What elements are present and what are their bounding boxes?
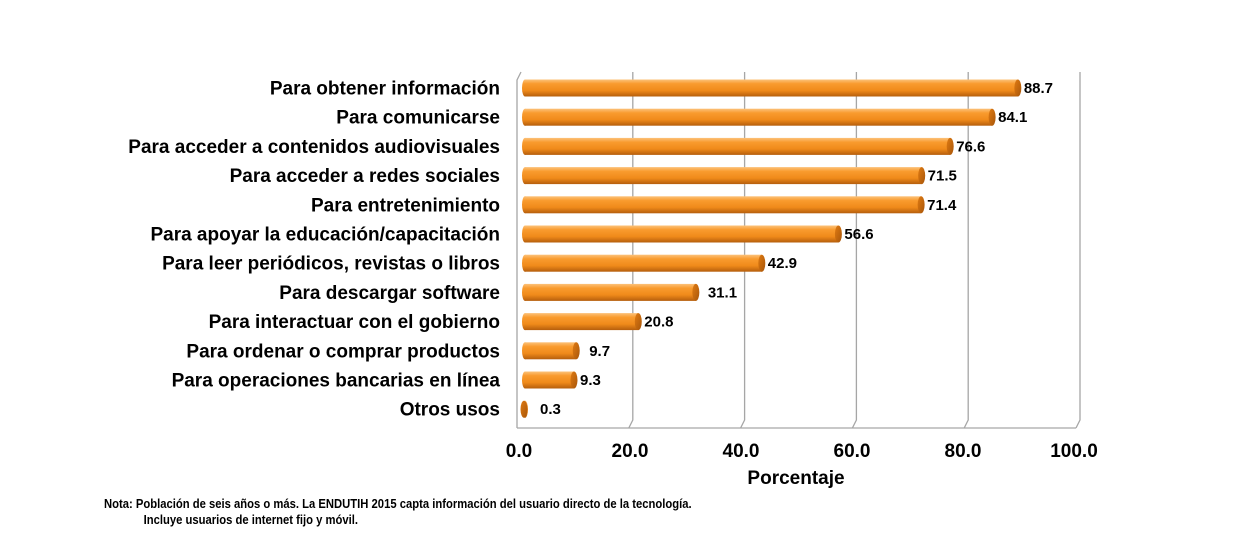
bar [522,196,925,214]
gridlines [516,71,1081,429]
category-label: Para acceder a redes sociales [230,166,500,187]
category-label: Para obtener información [270,79,500,100]
bar-end-cap [634,313,642,331]
x-tick-labels: 0.0 20.0 40.0 60.0 80.0 100.0 [506,441,1098,462]
bar-body [525,137,951,155]
bar-body [525,342,577,360]
bar-end-cap [988,108,996,126]
left-wall [516,71,522,428]
bar [522,342,580,360]
bar-end-cap [520,400,528,418]
bar [522,254,766,272]
bar [522,283,700,301]
bar-end-cap [758,254,766,272]
bar-body [525,167,922,185]
footnote-line-1: Nota: Población de seis años o más. La E… [104,497,692,511]
category-label: Para interactuar con el gobierno [209,312,500,333]
bar-body [525,196,922,214]
value-label: 71.5 [928,168,957,185]
gridline [740,72,746,429]
category-label: Para operaciones bancarias en línea [172,371,501,392]
bar-end-cap [834,225,842,243]
bar-body [525,225,839,243]
x-axis-title: Porcentaje [747,468,844,489]
bar [520,400,528,418]
bar-body [525,108,993,126]
x-tick-label: 80.0 [945,441,982,462]
category-label: Para acceder a contenidos audiovisuales [128,137,500,158]
x-tick-label: 40.0 [723,441,760,462]
bar-end-cap [917,196,925,214]
value-labels: 88.7 84.1 76.6 71.5 71.4 56.6 42.9 31.1 20.8 9.7 9… [540,80,1053,418]
bar-body [525,283,696,301]
value-label: 76.6 [956,138,985,155]
footnote-line-2: Incluye usuarios de internet fijo y móvi… [143,513,359,527]
bar [522,225,842,243]
value-label: 71.4 [927,197,957,214]
bar-body [525,313,639,331]
category-label: Otros usos [400,400,500,421]
value-label: 84.1 [998,109,1027,126]
value-label: 88.7 [1024,80,1053,97]
bars [520,79,1022,418]
bar-body [525,254,762,272]
x-tick-label: 20.0 [612,441,649,462]
bar [522,108,996,126]
bar [522,79,1022,97]
bar-end-cap [570,371,578,389]
bar [522,313,642,331]
category-label: Para ordenar o comprar productos [186,341,500,362]
bar-end-cap [572,342,580,360]
bar-body [525,79,1018,97]
category-label: Para entretenimiento [311,195,500,216]
x-tick-label: 100.0 [1050,441,1098,462]
gridline [628,72,634,429]
value-label: 9.3 [580,372,601,389]
category-label: Para apoyar la educación/capacitación [150,225,500,246]
x-tick-label: 60.0 [834,441,871,462]
value-label: 20.8 [644,314,673,331]
value-label: 42.9 [768,255,797,272]
bar-body [525,371,574,389]
value-label: 0.3 [540,401,561,418]
value-label: 31.1 [708,284,737,301]
bar [522,167,926,185]
value-label: 56.6 [844,226,873,243]
gridline [1075,72,1081,429]
category-label: Para descargar software [279,283,500,304]
footnote: Nota: Población de seis años o más. La E… [104,496,692,528]
bar-end-cap [692,283,700,301]
category-labels: Para obtener información Para comunicarse… [128,79,500,421]
x-tick-label: 0.0 [506,441,532,462]
bar-end-cap [918,167,926,185]
bar-end-cap [1014,79,1022,97]
bar [522,137,954,155]
bar-end-cap [946,137,954,155]
bar [522,371,578,389]
gridline [851,72,858,429]
value-label: 9.7 [589,343,610,360]
category-label: Para leer periódicos, revistas o libros [162,254,500,275]
gridline [963,72,969,429]
category-label: Para comunicarse [336,108,500,129]
